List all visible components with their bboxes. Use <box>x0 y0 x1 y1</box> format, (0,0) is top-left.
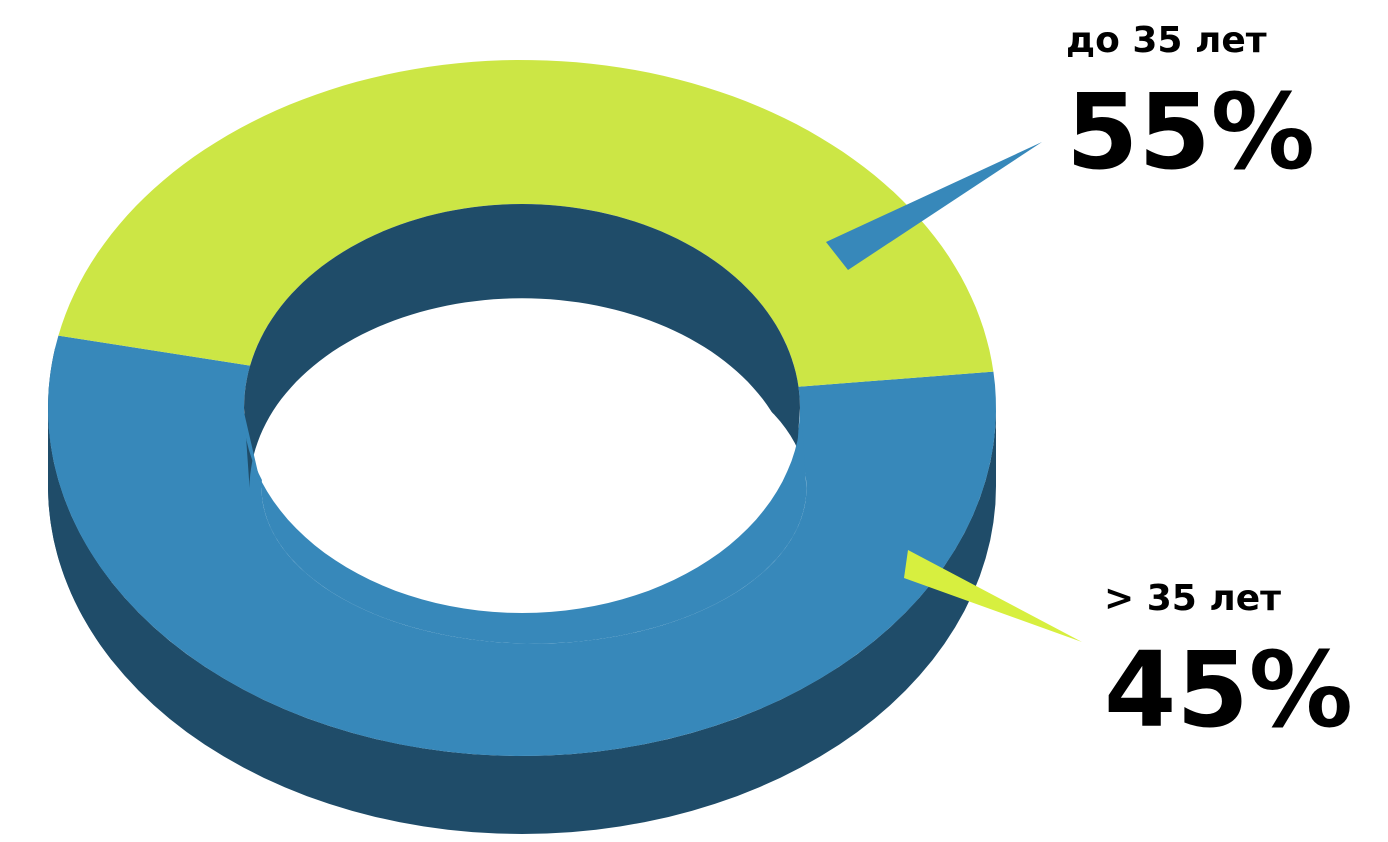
leader-young <box>826 142 1042 270</box>
label-group-young: до 35 лет 55% <box>1066 20 1315 193</box>
slice-inner-rim-0 <box>243 408 807 644</box>
ring-top-faces <box>48 60 997 756</box>
slice-value-older: 45% <box>1104 629 1353 751</box>
slice-value-young: 55% <box>1066 71 1315 193</box>
ring-side-walls <box>48 347 996 834</box>
label-group-older: > 35 лет 45% <box>1104 578 1353 751</box>
slice-label-young: до 35 лет <box>1066 20 1267 61</box>
callout-leaders <box>826 142 1082 642</box>
hole-back-wall <box>244 204 800 488</box>
slice-label-older: > 35 лет <box>1104 578 1281 619</box>
donut-hole <box>261 332 807 644</box>
slice-top-1 <box>58 60 994 387</box>
slice-top-0 <box>48 335 997 756</box>
slice-side-wall-0 <box>48 408 996 834</box>
leader-older <box>904 550 1082 642</box>
